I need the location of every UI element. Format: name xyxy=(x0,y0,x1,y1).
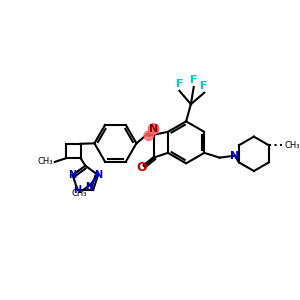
Text: N: N xyxy=(230,151,239,161)
Circle shape xyxy=(144,131,154,140)
Text: CH₃: CH₃ xyxy=(285,141,300,150)
Text: F: F xyxy=(176,79,183,89)
Text: F: F xyxy=(190,75,197,85)
Text: N: N xyxy=(149,124,158,134)
Text: CH₃: CH₃ xyxy=(38,158,53,166)
Text: N: N xyxy=(85,182,94,192)
Text: CH₃: CH₃ xyxy=(71,189,87,198)
Text: N: N xyxy=(94,170,102,180)
Text: F: F xyxy=(200,81,208,91)
Circle shape xyxy=(148,124,159,134)
Text: O: O xyxy=(136,161,146,174)
Text: N: N xyxy=(69,170,77,180)
Text: N: N xyxy=(74,185,82,195)
